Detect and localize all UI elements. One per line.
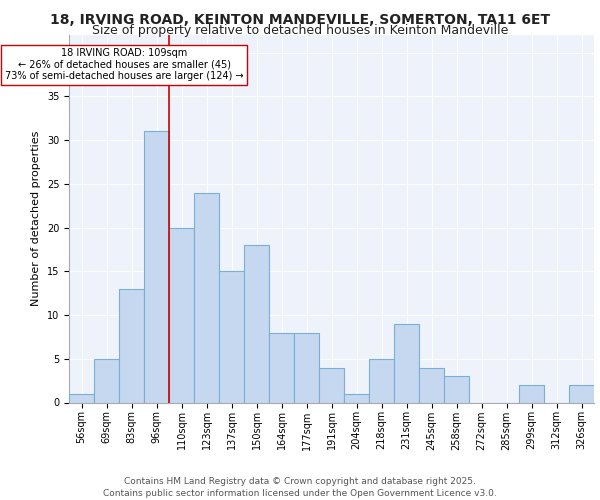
Bar bbox=[219, 271, 244, 402]
Bar bbox=[569, 385, 594, 402]
Bar bbox=[519, 385, 544, 402]
Bar bbox=[294, 332, 319, 402]
Bar bbox=[344, 394, 369, 402]
Bar bbox=[394, 324, 419, 402]
Text: Size of property relative to detached houses in Keinton Mandeville: Size of property relative to detached ho… bbox=[92, 24, 508, 37]
Bar bbox=[419, 368, 444, 402]
Text: Contains HM Land Registry data © Crown copyright and database right 2025.
Contai: Contains HM Land Registry data © Crown c… bbox=[103, 476, 497, 498]
Bar bbox=[144, 132, 169, 402]
Bar bbox=[319, 368, 344, 402]
Bar bbox=[244, 245, 269, 402]
Bar bbox=[119, 289, 144, 403]
Bar bbox=[94, 359, 119, 403]
Bar bbox=[194, 192, 219, 402]
Bar bbox=[69, 394, 94, 402]
Bar bbox=[369, 359, 394, 403]
Bar bbox=[269, 332, 294, 402]
Text: 18, IRVING ROAD, KEINTON MANDEVILLE, SOMERTON, TA11 6ET: 18, IRVING ROAD, KEINTON MANDEVILLE, SOM… bbox=[50, 12, 550, 26]
Bar bbox=[169, 228, 194, 402]
Bar bbox=[444, 376, 469, 402]
Text: 18 IRVING ROAD: 109sqm
← 26% of detached houses are smaller (45)
73% of semi-det: 18 IRVING ROAD: 109sqm ← 26% of detached… bbox=[5, 48, 244, 82]
Y-axis label: Number of detached properties: Number of detached properties bbox=[31, 131, 41, 306]
